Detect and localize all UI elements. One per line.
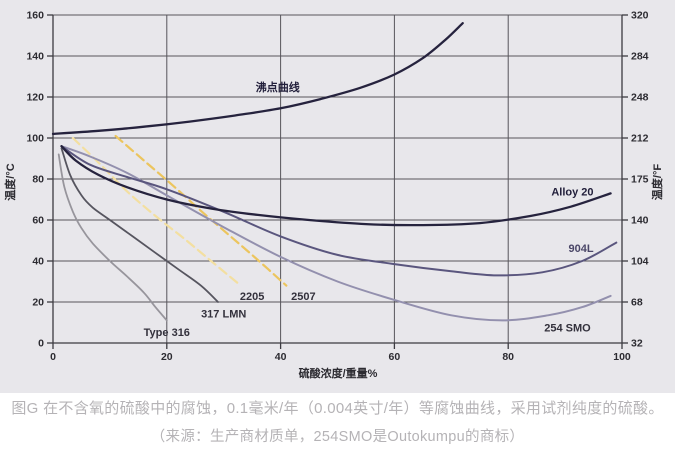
label-layer: 2205 2507 Type 316 317 LMN 254 SMO 904L Alloy …	[144, 80, 594, 339]
bottom-tick-label: 60	[389, 351, 401, 363]
grid-layer	[53, 14, 622, 343]
left-tick-label: 120	[26, 92, 44, 104]
right-tick-label: 175	[631, 174, 649, 186]
curve-Type-316	[57, 153, 168, 322]
left-tick-label: 140	[26, 51, 44, 63]
right-tick-label: 320	[631, 10, 649, 22]
curve-254-SMO	[60, 145, 612, 322]
left-tick-label: 20	[32, 297, 44, 309]
curve-label-Alloy-20: Alloy 20	[551, 186, 593, 198]
bottom-tick-label: 0	[50, 351, 56, 363]
bottom-tick-label: 80	[502, 351, 514, 363]
x-axis-title: 硫酸浓度/重量%	[299, 366, 378, 380]
curve-curve	[51, 22, 464, 136]
curve-2507	[114, 134, 288, 287]
caption-line-2: （来源：生产商材质单，254SMO是Outokumpu的商标）	[150, 429, 525, 445]
curve-label-904L: 904L	[568, 243, 593, 255]
left-tick-label: 80	[32, 174, 44, 186]
figure-caption: 图G 在不含氧的硫酸中的腐蚀，0.1毫米/年（0.004英寸/年）等腐蚀曲线，采…	[0, 397, 675, 446]
curve-label-2205: 2205	[240, 291, 264, 303]
left-tick-label: 100	[26, 133, 44, 145]
y-axis-title-fahrenheit: 温度/°F	[650, 164, 664, 200]
curve-Alloy-20	[60, 145, 612, 227]
curve-label-Type-316: Type 316	[144, 327, 190, 339]
curve-label-317-LMN: 317 LMN	[201, 308, 246, 320]
left-tick-label: 60	[32, 215, 44, 227]
curve-2205	[71, 136, 242, 287]
y-axis-title-celsius: 温度/°C	[3, 163, 17, 200]
bottom-tick-label: 40	[275, 351, 287, 363]
left-tick-label: 0	[38, 338, 44, 350]
right-tick-label: 140	[631, 215, 649, 227]
curve-label-254-SMO: 254 SMO	[544, 323, 591, 335]
chart-plot-background	[0, 0, 675, 393]
curve-layer	[51, 22, 618, 322]
bottom-tick-label: 100	[613, 351, 631, 363]
caption-line-1: 图G 在不含氧的硫酸中的腐蚀，0.1毫米/年（0.004英寸/年）等腐蚀曲线，采…	[11, 400, 664, 417]
bottom-tick-label: 20	[161, 351, 173, 363]
right-tick-label: 212	[631, 133, 649, 145]
right-tick-label: 32	[631, 338, 643, 350]
curve-317-LMN	[60, 147, 219, 303]
curve-label-curve: 沸点曲线	[256, 80, 300, 94]
right-tick-label: 284	[631, 51, 649, 63]
curve-904L	[60, 145, 618, 277]
left-tick-label: 160	[26, 10, 44, 22]
curve-label-2507: 2507	[291, 291, 315, 303]
right-tick-label: 248	[631, 92, 649, 104]
right-tick-label: 68	[631, 297, 643, 309]
left-tick-label: 40	[32, 256, 44, 268]
right-tick-label: 104	[631, 256, 649, 268]
